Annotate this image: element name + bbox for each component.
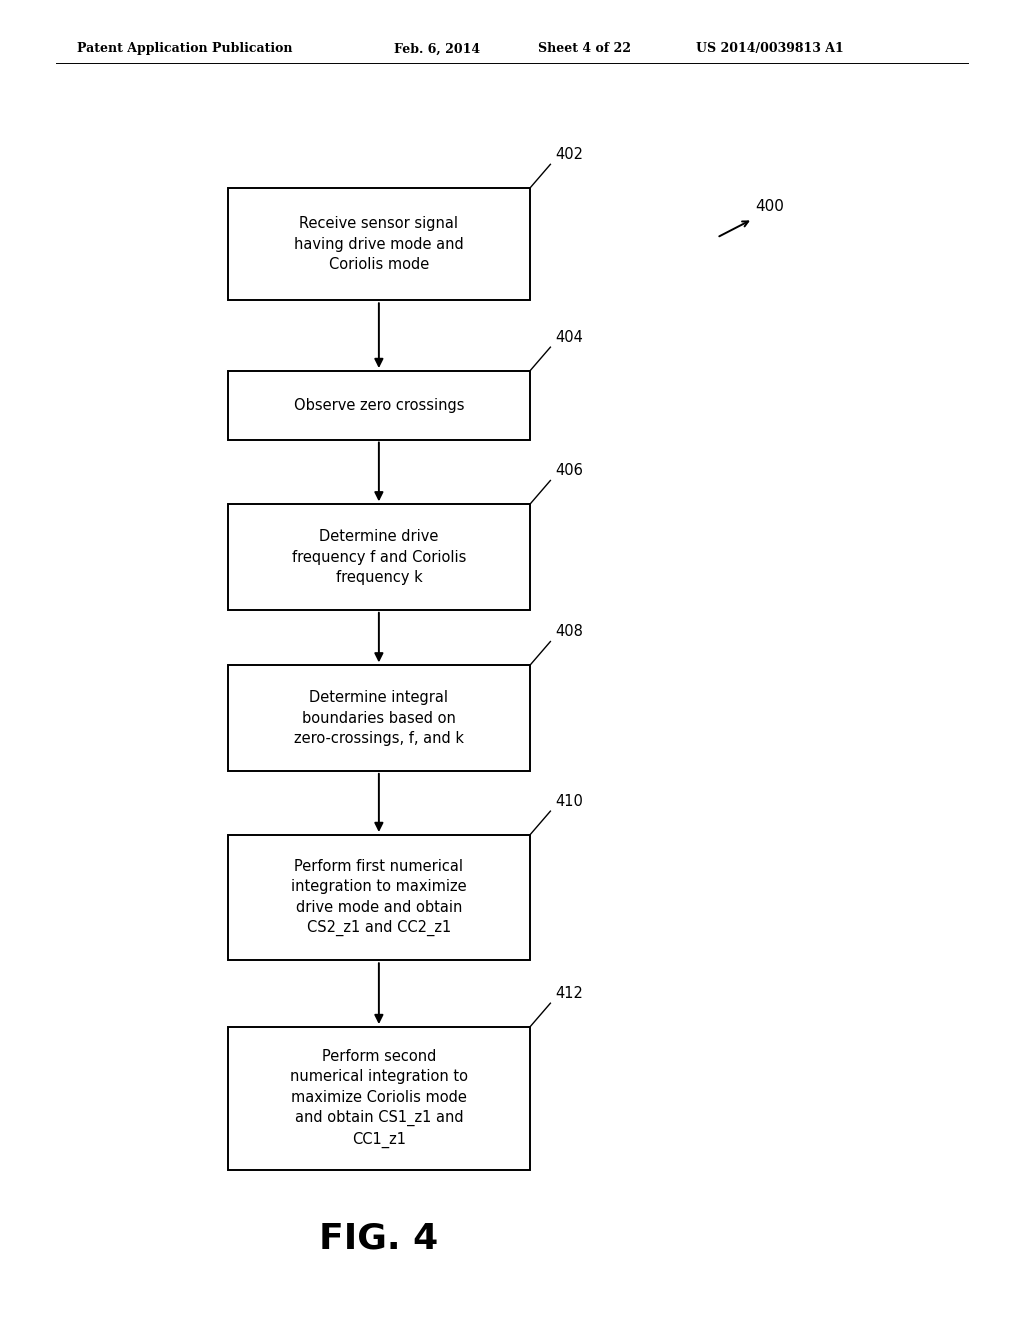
Bar — [227, 371, 530, 440]
Text: 406: 406 — [555, 463, 584, 478]
Text: Receive sensor signal
having drive mode and
Coriolis mode: Receive sensor signal having drive mode … — [294, 216, 464, 272]
Text: Determine drive
frequency f and Coriolis
frequency k: Determine drive frequency f and Coriolis… — [292, 529, 466, 585]
Text: 402: 402 — [555, 147, 584, 162]
Bar — [227, 834, 530, 961]
Text: Determine integral
boundaries based on
zero-crossings, f, and k: Determine integral boundaries based on z… — [294, 690, 464, 746]
Bar — [227, 1027, 530, 1170]
Bar — [227, 504, 530, 610]
Bar — [227, 189, 530, 301]
Text: US 2014/0039813 A1: US 2014/0039813 A1 — [696, 42, 844, 55]
Text: Sheet 4 of 22: Sheet 4 of 22 — [538, 42, 631, 55]
Bar — [227, 665, 530, 771]
Text: 408: 408 — [555, 624, 584, 639]
Text: 404: 404 — [555, 330, 584, 345]
Text: FIG. 4: FIG. 4 — [319, 1221, 438, 1255]
Text: Patent Application Publication: Patent Application Publication — [77, 42, 292, 55]
Text: Observe zero crossings: Observe zero crossings — [294, 397, 464, 413]
Text: 400: 400 — [756, 199, 784, 214]
Text: Perform first numerical
integration to maximize
drive mode and obtain
CS2_z1 and: Perform first numerical integration to m… — [291, 859, 467, 936]
Text: Perform second
numerical integration to
maximize Coriolis mode
and obtain CS1_z1: Perform second numerical integration to … — [290, 1048, 468, 1148]
Text: 410: 410 — [555, 793, 584, 808]
Text: Feb. 6, 2014: Feb. 6, 2014 — [394, 42, 480, 55]
Text: 412: 412 — [555, 986, 584, 1001]
